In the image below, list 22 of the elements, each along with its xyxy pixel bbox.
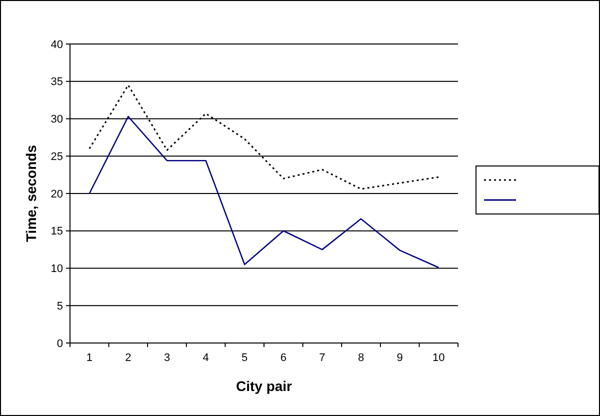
x-tick-label: 10 (432, 352, 445, 364)
y-axis-title: Time, seconds (23, 144, 39, 242)
x-tick-label: 4 (202, 352, 209, 364)
y-tick-label: 40 (50, 38, 63, 51)
x-axis-title: City pair (236, 378, 293, 394)
y-tick-label: 30 (50, 114, 63, 126)
y-tick-label: 35 (50, 76, 63, 88)
x-tick-label: 8 (358, 352, 364, 364)
x-tick-label: 5 (242, 352, 248, 364)
x-tick-label: 6 (280, 352, 286, 364)
x-tick-label: 1 (86, 352, 92, 364)
x-tick-label: 3 (164, 352, 170, 364)
y-tick-label: 15 (50, 226, 63, 238)
x-tick-label: 2 (125, 352, 132, 364)
x-tick-label: 7 (319, 352, 326, 364)
y-tick-label: 0 (56, 338, 63, 350)
y-tick-label: 10 (50, 263, 63, 276)
line-series (88, 116, 440, 268)
y-tick-label: 25 (50, 150, 63, 163)
y-tick-label: 5 (56, 300, 63, 312)
x-tick-label: 9 (396, 352, 403, 364)
y-tick-label: 20 (50, 188, 63, 200)
